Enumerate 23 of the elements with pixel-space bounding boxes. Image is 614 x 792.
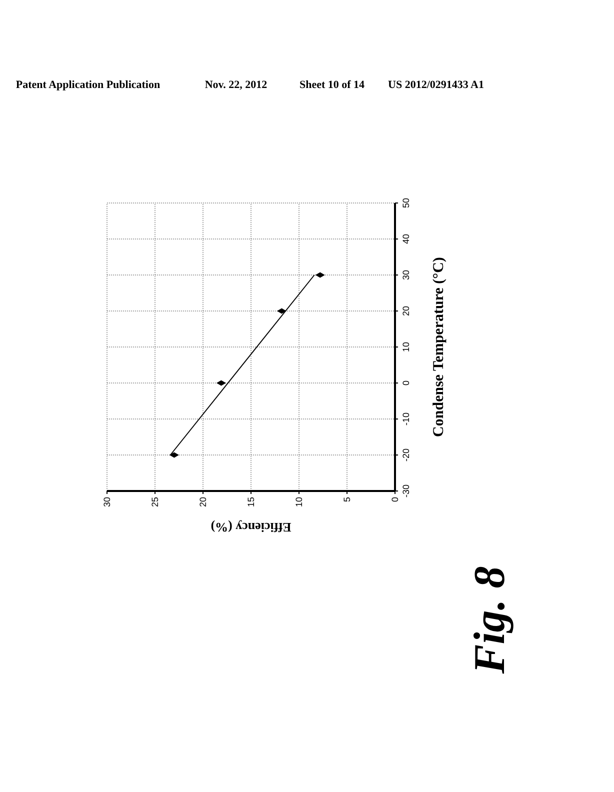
y-tick-label: 20 xyxy=(401,306,411,316)
y-tick-label: -10 xyxy=(401,412,411,426)
y-tick-label: 10 xyxy=(401,342,411,352)
text: Patent Application Publication xyxy=(16,79,160,91)
x-tick-label: 0 xyxy=(390,497,400,502)
x-tick-label: 30 xyxy=(102,497,112,508)
y-tick-label: 50 xyxy=(401,198,411,208)
x-tick-label: 25 xyxy=(150,497,160,508)
y-tick-label: -30 xyxy=(401,484,411,498)
text: Nov. 22, 2012 xyxy=(204,79,268,91)
y-tick-label: 40 xyxy=(401,234,411,244)
y-tick-label: 30 xyxy=(401,270,411,280)
y-axis-title: Condense Temperature (°C) xyxy=(431,257,447,437)
x-axis-title: Efficiency (%) xyxy=(210,520,292,535)
text: US 2012/0291433 A1 xyxy=(388,79,484,91)
x-tick-label: 5 xyxy=(342,497,352,502)
y-tick-label: 0 xyxy=(401,380,411,386)
y-tick-label: -20 xyxy=(401,448,411,462)
caption: Fig. 8 xyxy=(465,566,514,675)
x-tick-label: 20 xyxy=(198,497,208,508)
x-tick-label: 10 xyxy=(294,497,304,508)
text: Sheet 10 of 14 xyxy=(299,79,366,91)
x-tick-label: 15 xyxy=(246,497,256,508)
